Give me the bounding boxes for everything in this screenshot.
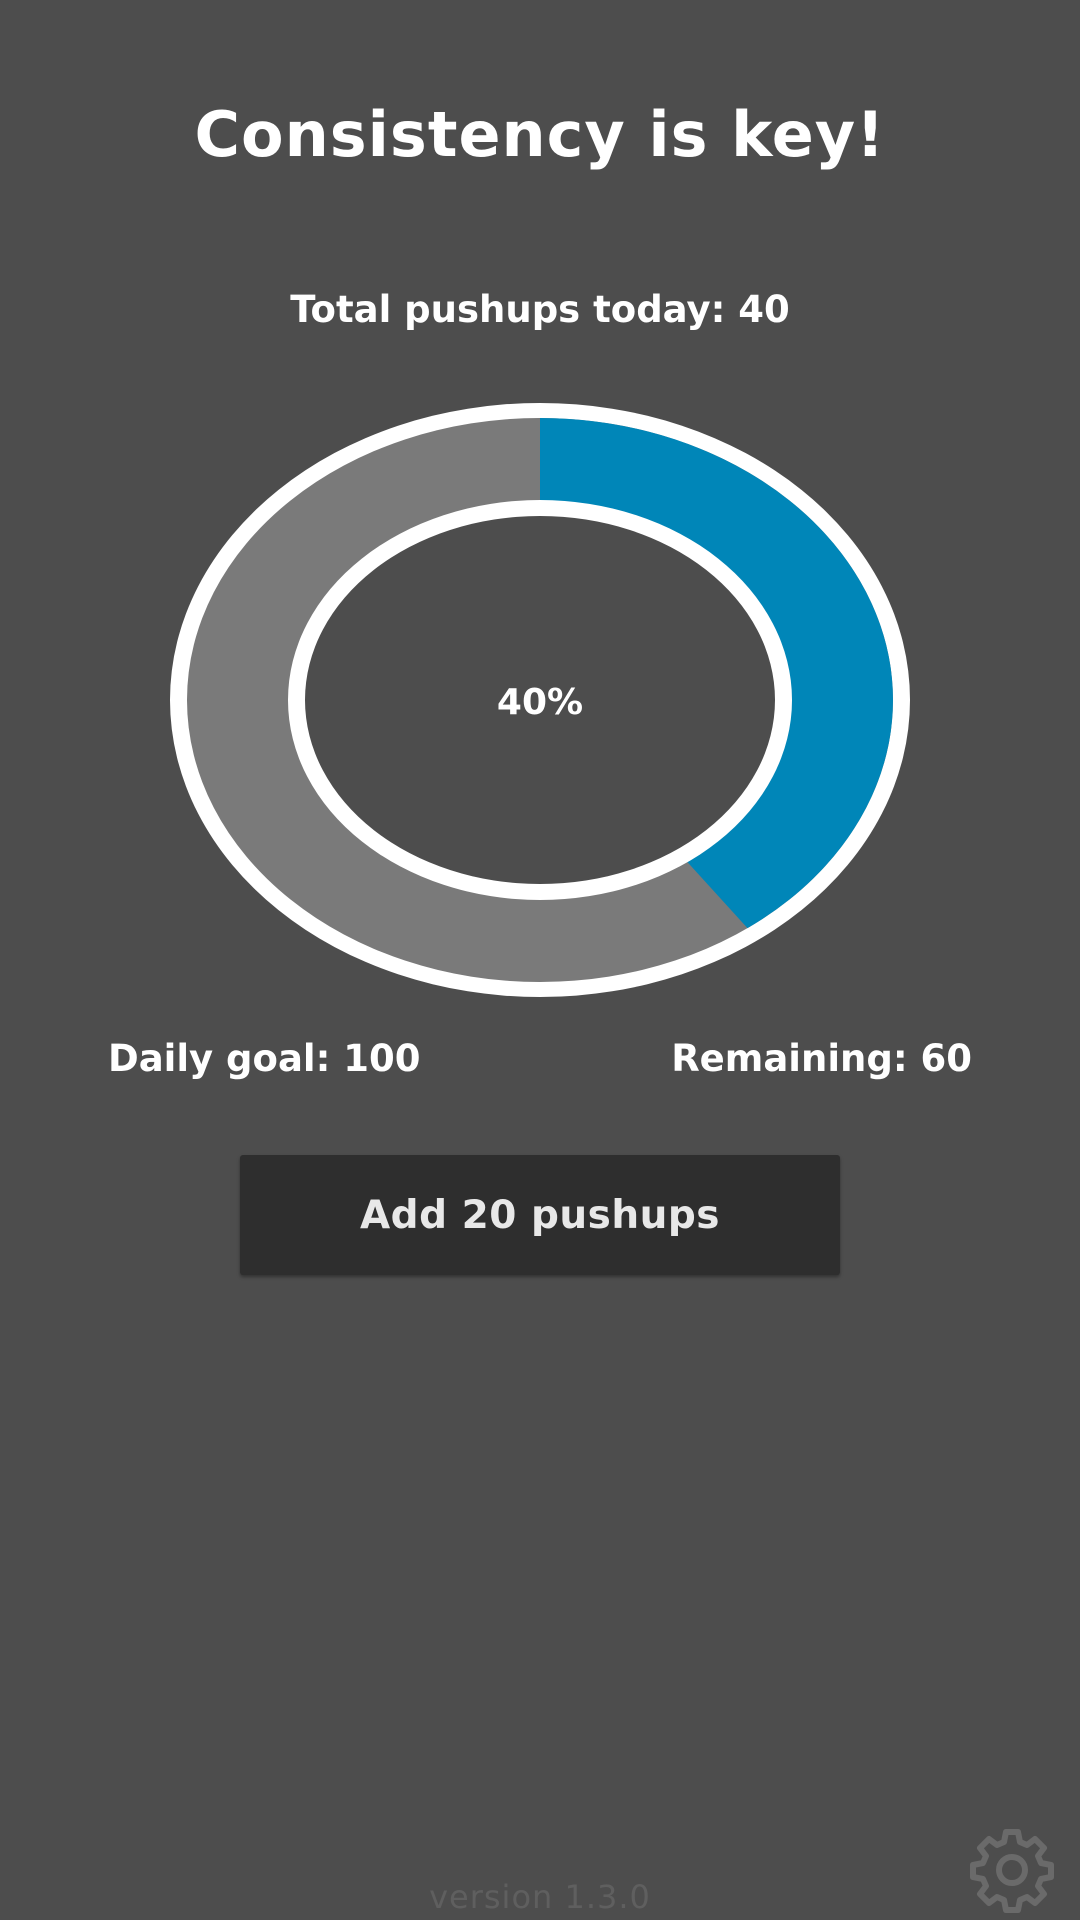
settings-button[interactable] (966, 1824, 1058, 1916)
remaining-label: Remaining: 60 (671, 1037, 972, 1080)
progress-percent: 40% (496, 682, 584, 723)
ring-progress-fill (540, 418, 893, 929)
add-pushups-button[interactable]: Add 20 pushups (240, 1155, 840, 1275)
page-title: Consistency is key! (194, 98, 886, 171)
version-label: version 1.3.0 (429, 1878, 651, 1916)
total-pushups-label: Total pushups today: 40 (290, 288, 790, 331)
gear-icon (970, 1829, 1054, 1913)
daily-goal-label: Daily goal: 100 (108, 1037, 421, 1080)
